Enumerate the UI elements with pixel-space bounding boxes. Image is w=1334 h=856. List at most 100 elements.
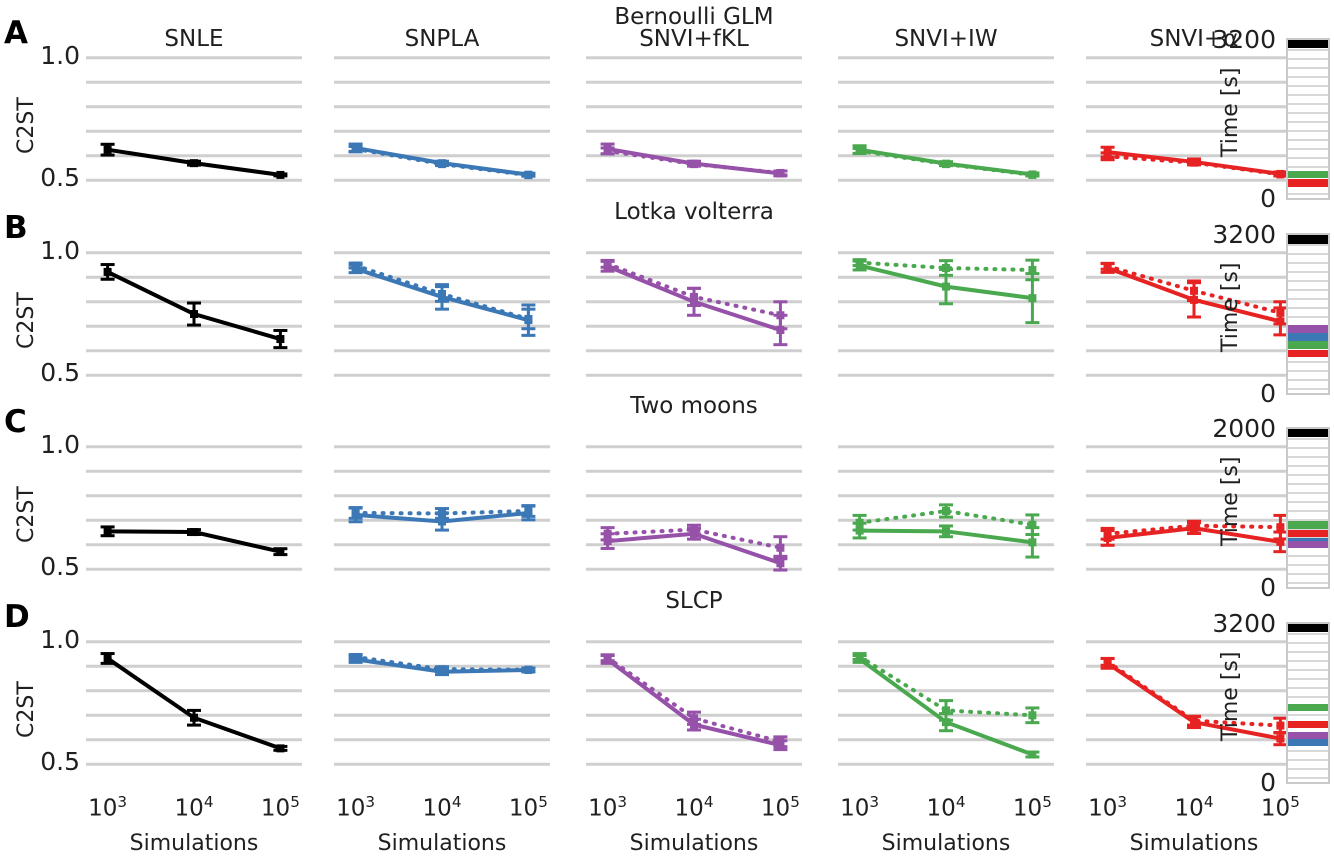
time-bar-gridline <box>1288 157 1328 159</box>
data-point <box>603 146 612 155</box>
data-point <box>776 311 785 320</box>
x-tick-1-col1: 103 <box>88 793 128 822</box>
data-point <box>942 282 950 291</box>
time-bar-gridline <box>1288 76 1328 78</box>
time-tick-max-C: 2000 <box>1212 414 1276 443</box>
y-tick-1.0-D: 1.0 <box>40 624 80 654</box>
time-bar-gridline <box>1288 714 1328 716</box>
y-tick-0.5-D: 0.5 <box>40 747 80 777</box>
x-tick-2-col2: 104 <box>422 793 462 822</box>
y-tick-1.0-C: 1.0 <box>40 429 80 459</box>
time-bar-gridline <box>1288 262 1328 264</box>
data-point <box>776 737 785 746</box>
plot-canvas <box>586 56 802 182</box>
data-point <box>855 146 864 155</box>
series-line <box>857 508 1035 527</box>
panel-letter-D: D <box>4 599 30 635</box>
x-tick-3-col1: 105 <box>260 793 300 822</box>
x-tick-2-col5: 104 <box>1174 793 1214 822</box>
data-point <box>1028 750 1037 759</box>
time-axis-label-A: Time [s] <box>1218 67 1243 157</box>
data-point <box>524 171 533 180</box>
time-bar-gridline <box>1288 555 1328 557</box>
data-point <box>190 528 198 537</box>
data-point <box>942 706 950 715</box>
data-point <box>776 559 785 568</box>
time-bar-gridline <box>1288 271 1328 273</box>
plot-C-SNPLA <box>334 437 550 584</box>
time-segment-SNPLA <box>1288 333 1328 341</box>
time-bar-gridline <box>1288 669 1328 671</box>
plot-A-SNPLA <box>334 48 550 195</box>
plot-A-SNLE <box>86 48 302 195</box>
plot-A-SNVI-α <box>1086 48 1302 195</box>
data-point <box>438 160 446 169</box>
data-point <box>276 547 285 556</box>
time-bar-gridline <box>1288 388 1328 390</box>
data-point <box>190 159 198 168</box>
time-bar-gridline <box>1288 244 1328 246</box>
data-point <box>524 506 533 515</box>
row-title-C: Two moons <box>630 393 758 419</box>
time-bar-gridline <box>1288 501 1328 503</box>
time-bar-gridline <box>1288 316 1328 318</box>
plot-C-SNVI-fKL <box>586 437 802 584</box>
time-bar-gridline <box>1288 103 1328 105</box>
data-point <box>190 310 198 319</box>
data-point <box>942 160 950 169</box>
time-bar-gridline <box>1288 307 1328 309</box>
time-segment-SNVI-IW <box>1288 171 1328 179</box>
data-point <box>1028 294 1037 303</box>
data-point <box>1276 537 1285 546</box>
time-segment-SNVI-fKL <box>1288 540 1328 549</box>
data-point <box>438 665 446 674</box>
plot-B-SNVI-α <box>1086 243 1302 390</box>
data-point <box>438 289 446 298</box>
time-bar-gridline <box>1288 49 1328 51</box>
time-segment-SNLE <box>1288 624 1328 633</box>
time-segment-SNVI-IW <box>1288 521 1328 530</box>
x-tick-1-col5: 103 <box>1088 793 1128 822</box>
plot-canvas <box>86 640 302 766</box>
time-bar-C <box>1286 427 1330 589</box>
data-point <box>776 543 785 552</box>
x-tick-1-col4: 103 <box>840 793 880 822</box>
series-line <box>1105 659 1283 728</box>
series-line <box>605 527 783 550</box>
series-line <box>353 654 531 672</box>
time-tick-zero-A: 0 <box>1260 184 1276 213</box>
x-tick-3-col4: 105 <box>1012 793 1052 822</box>
data-point <box>190 713 198 722</box>
y-axis-label-D: C2ST <box>14 680 39 738</box>
plot-A-SNVI-IW <box>838 48 1054 195</box>
time-bar-gridline <box>1288 474 1328 476</box>
time-tick-zero-C: 0 <box>1260 573 1276 602</box>
data-point <box>1276 721 1285 730</box>
data-point <box>524 665 533 674</box>
time-segment-SNPLA <box>1288 537 1328 542</box>
y-tick-0.5-C: 0.5 <box>40 552 80 582</box>
plot-canvas <box>334 445 550 571</box>
data-point <box>276 335 285 344</box>
plot-canvas <box>334 251 550 377</box>
time-bar-gridline <box>1288 438 1328 440</box>
time-bar-gridline <box>1288 510 1328 512</box>
data-point <box>690 714 698 723</box>
time-segment-SNLE <box>1288 40 1328 49</box>
plot-A-SNVI-fKL <box>586 48 802 195</box>
data-point <box>103 267 112 276</box>
time-bar-gridline <box>1288 750 1328 752</box>
data-point <box>855 652 864 661</box>
plot-B-SNVI-fKL <box>586 243 802 390</box>
time-bar-gridline <box>1288 112 1328 114</box>
series-line <box>353 146 531 178</box>
plot-B-SNLE <box>86 243 302 390</box>
data-point <box>351 261 360 270</box>
column-header-3: SNVI+fKL <box>639 26 749 52</box>
time-tick-max-D: 3200 <box>1212 609 1276 638</box>
y-axis-label-A: C2ST <box>14 96 39 154</box>
data-point <box>103 654 112 663</box>
time-bar-gridline <box>1288 280 1328 282</box>
time-tick-max-B: 3200 <box>1212 220 1276 249</box>
time-segment-SNPLA <box>1288 739 1328 746</box>
